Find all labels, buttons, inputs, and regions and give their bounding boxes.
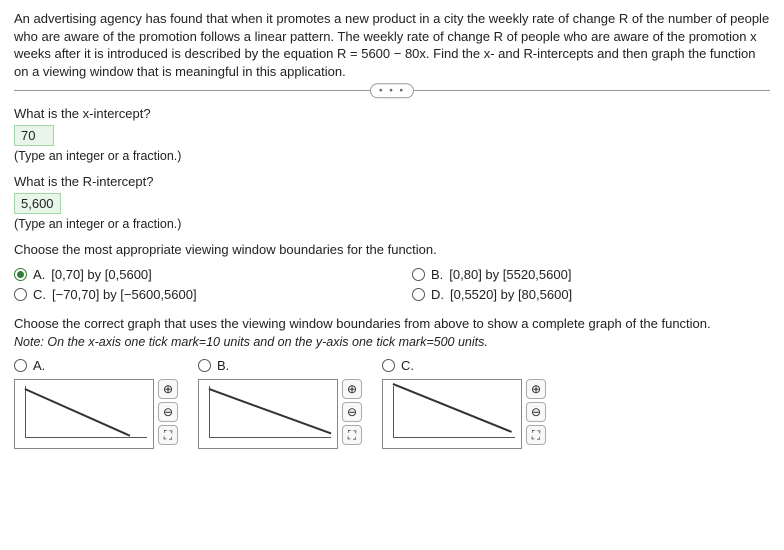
option-d-label: D. [431, 286, 444, 304]
expand-icon[interactable]: ⛶ [342, 425, 362, 445]
question-graph: Choose the correct graph that uses the v… [14, 315, 770, 449]
radio-icon [412, 268, 425, 281]
radio-icon [412, 288, 425, 301]
option-b-label: B. [431, 266, 443, 284]
q4-prompt: Choose the correct graph that uses the v… [14, 315, 770, 333]
graph-b-canvas[interactable] [198, 379, 338, 449]
option-a-text: [0,70] by [0,5600] [51, 266, 151, 284]
option-b-text: [0,80] by [5520,5600] [449, 266, 571, 284]
radio-icon [14, 288, 27, 301]
graph-option-c: C. ⊕ ⊖ ⛶ [382, 357, 546, 449]
radio-icon[interactable] [198, 359, 211, 372]
q1-hint: (Type an integer or a fraction.) [14, 148, 770, 165]
q2-prompt: What is the R-intercept? [14, 173, 770, 191]
question-viewing-window: Choose the most appropriate viewing wind… [14, 241, 770, 307]
graph-a-label: A. [33, 357, 45, 375]
q1-prompt: What is the x-intercept? [14, 105, 770, 123]
q3-prompt: Choose the most appropriate viewing wind… [14, 241, 770, 259]
zoom-out-icon[interactable]: ⊖ [158, 402, 178, 422]
graph-c-label: C. [401, 357, 414, 375]
zoom-out-icon[interactable]: ⊖ [342, 402, 362, 422]
expand-pill[interactable]: • • • [370, 83, 414, 99]
expand-icon[interactable]: ⛶ [158, 425, 178, 445]
x-intercept-answer[interactable]: 70 [14, 125, 54, 147]
option-d[interactable]: D. [0,5520] by [80,5600] [412, 286, 770, 304]
option-c-label: C. [33, 286, 46, 304]
graph-a-canvas[interactable] [14, 379, 154, 449]
radio-icon[interactable] [14, 359, 27, 372]
graph-b-label: B. [217, 357, 229, 375]
zoom-in-icon[interactable]: ⊕ [342, 379, 362, 399]
problem-statement: An advertising agency has found that whe… [14, 10, 770, 80]
graph-option-a: A. ⊕ ⊖ ⛶ [14, 357, 178, 449]
graph-axes [393, 386, 515, 438]
option-a[interactable]: A. [0,70] by [0,5600] [14, 266, 372, 284]
radio-icon[interactable] [382, 359, 395, 372]
graph-c-canvas[interactable] [382, 379, 522, 449]
zoom-in-icon[interactable]: ⊕ [158, 379, 178, 399]
q4-note: Note: On the x-axis one tick mark=10 uni… [14, 334, 770, 351]
q2-hint: (Type an integer or a fraction.) [14, 216, 770, 233]
option-d-text: [0,5520] by [80,5600] [450, 286, 572, 304]
radio-icon [14, 268, 27, 281]
divider: • • • [14, 90, 770, 91]
question-r-intercept: What is the R-intercept? 5,600 (Type an … [14, 173, 770, 233]
question-x-intercept: What is the x-intercept? 70 (Type an int… [14, 105, 770, 165]
option-a-label: A. [33, 266, 45, 284]
graph-axes [25, 386, 147, 438]
option-c-text: [−70,70] by [−5600,5600] [52, 286, 197, 304]
option-b[interactable]: B. [0,80] by [5520,5600] [412, 266, 770, 284]
r-intercept-answer[interactable]: 5,600 [14, 193, 61, 215]
zoom-out-icon[interactable]: ⊖ [526, 402, 546, 422]
option-c[interactable]: C. [−70,70] by [−5600,5600] [14, 286, 372, 304]
zoom-in-icon[interactable]: ⊕ [526, 379, 546, 399]
graph-option-b: B. ⊕ ⊖ ⛶ [198, 357, 362, 449]
expand-icon[interactable]: ⛶ [526, 425, 546, 445]
